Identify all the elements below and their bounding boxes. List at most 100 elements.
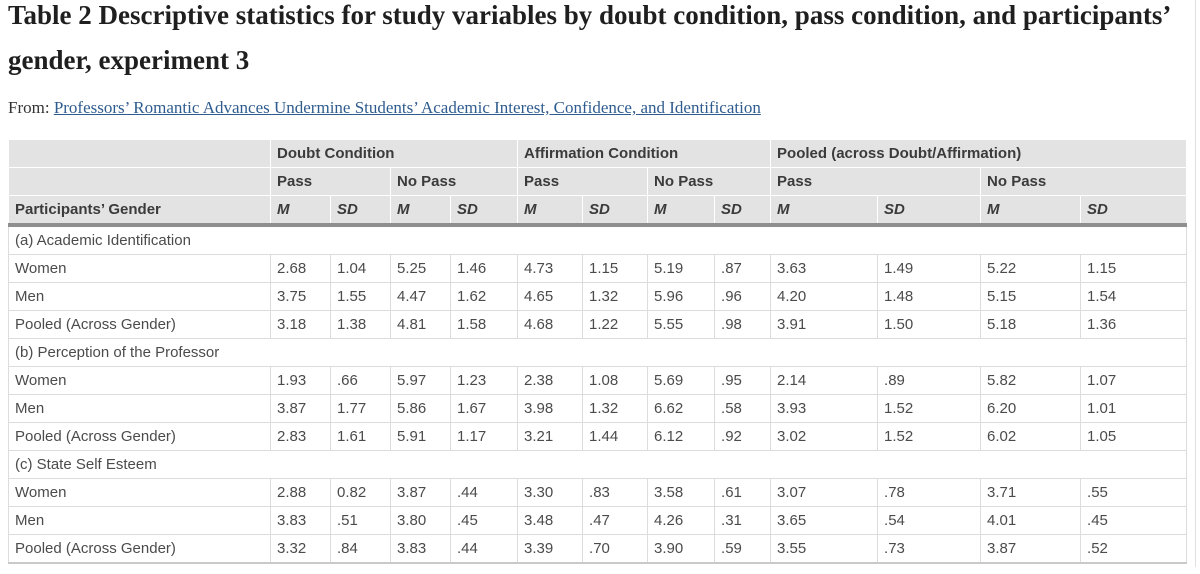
stat-cell: 3.98 bbox=[517, 394, 584, 423]
table-header: Doubt Condition Affirmation Condition Pool… bbox=[8, 139, 1188, 227]
stat-cell: 5.69 bbox=[647, 366, 716, 395]
section-header: (a) Academic Identification bbox=[7, 224, 1188, 255]
stat-cell: 1.36 bbox=[1080, 310, 1188, 339]
stat-cell: 3.91 bbox=[770, 310, 879, 339]
stat-cell: 3.21 bbox=[517, 422, 584, 451]
stat-label: SD bbox=[1080, 195, 1188, 227]
stat-cell: .78 bbox=[877, 478, 982, 507]
stat-cell: .58 bbox=[714, 394, 772, 423]
stat-label: SD bbox=[330, 195, 391, 227]
stat-cell: 3.75 bbox=[270, 282, 331, 311]
section-header: (b) Perception of the Professor bbox=[7, 338, 1188, 367]
stat-cell: .51 bbox=[330, 506, 391, 535]
table-row: Pooled (Across Gender) 3.32.84 3.83.44 3.39… bbox=[8, 534, 1188, 564]
stat-cell: 5.19 bbox=[647, 254, 716, 283]
stat-cell: 4.68 bbox=[517, 310, 584, 339]
stat-cell: 6.02 bbox=[980, 422, 1082, 451]
stat-cell: 1.49 bbox=[877, 254, 982, 283]
header-row-groups: Doubt Condition Affirmation Condition Pool… bbox=[8, 139, 1188, 168]
stat-cell: 5.96 bbox=[647, 282, 716, 311]
source-article-link[interactable]: Professors’ Romantic Advances Undermine … bbox=[53, 98, 761, 117]
stat-cell: .96 bbox=[714, 282, 772, 311]
stat-cell: 5.18 bbox=[980, 310, 1082, 339]
row-label: Pooled (Across Gender) bbox=[8, 534, 271, 564]
table-row: Men 3.83.51 3.80.45 3.48.47 4.26.31 3.65.54 4.… bbox=[8, 506, 1188, 535]
stat-cell: 3.87 bbox=[270, 394, 331, 423]
stat-cell: 3.65 bbox=[770, 506, 879, 535]
row-label: Women bbox=[8, 254, 271, 283]
stat-cell: 3.63 bbox=[770, 254, 879, 283]
stat-cell: .52 bbox=[1080, 534, 1188, 564]
stat-cell: 5.22 bbox=[980, 254, 1082, 283]
section-row: (b) Perception of the Professor bbox=[7, 338, 1188, 367]
page-right-border bbox=[1195, 0, 1196, 567]
stat-cell: 3.48 bbox=[517, 506, 584, 535]
section-row: (c) State Self Esteem bbox=[7, 450, 1188, 479]
stat-cell: .45 bbox=[1080, 506, 1188, 535]
table-row: Men 3.87 1.77 5.86 1.67 3.98 1.32 6.62.58 3.93 1.… bbox=[8, 394, 1188, 423]
stat-cell: 4.20 bbox=[770, 282, 879, 311]
table-body: (a) Academic Identification Women 2.68 1.04… bbox=[7, 224, 1188, 564]
stat-label: SD bbox=[449, 195, 519, 227]
stat-cell: 1.22 bbox=[582, 310, 649, 339]
stat-cell: .55 bbox=[1080, 478, 1188, 507]
stat-cell: 1.52 bbox=[877, 394, 982, 423]
stat-cell: .84 bbox=[330, 534, 391, 564]
stat-cell: .95 bbox=[714, 366, 772, 395]
stat-cell: 4.73 bbox=[517, 254, 584, 283]
stat-cell: 1.07 bbox=[1080, 366, 1188, 395]
stat-cell: .89 bbox=[877, 366, 982, 395]
pass-condition-header: No Pass bbox=[647, 167, 772, 196]
stat-cell: 3.90 bbox=[647, 534, 716, 564]
stat-label: M bbox=[390, 195, 451, 227]
stat-cell: 1.17 bbox=[449, 422, 519, 451]
pass-condition-header: Pass bbox=[770, 167, 982, 196]
stat-cell: 1.23 bbox=[449, 366, 519, 395]
row-label: Women bbox=[8, 478, 271, 507]
stat-cell: 2.83 bbox=[270, 422, 331, 451]
stat-cell: 2.38 bbox=[517, 366, 584, 395]
stat-cell: .83 bbox=[582, 478, 649, 507]
stat-cell: 3.71 bbox=[980, 478, 1082, 507]
table-row: Pooled (Across Gender) 3.18 1.38 4.81 1.58 4.… bbox=[8, 310, 1188, 339]
group-header: Doubt Condition bbox=[269, 139, 519, 168]
stat-cell: 1.58 bbox=[449, 310, 519, 339]
descriptive-stats-table: Doubt Condition Affirmation Condition Pool… bbox=[7, 139, 1188, 564]
row-label: Women bbox=[8, 366, 271, 395]
stat-label: M bbox=[770, 195, 879, 227]
row-header-label: Participants’ Gender bbox=[8, 195, 271, 227]
stat-cell: 1.38 bbox=[330, 310, 391, 339]
stat-cell: 1.04 bbox=[330, 254, 391, 283]
stat-cell: 1.50 bbox=[877, 310, 982, 339]
stat-cell: 3.30 bbox=[517, 478, 584, 507]
stat-cell: 3.87 bbox=[980, 534, 1082, 564]
pass-condition-header: Pass bbox=[517, 167, 649, 196]
stat-cell: 5.15 bbox=[980, 282, 1082, 311]
stat-cell: 5.82 bbox=[980, 366, 1082, 395]
header-row-stats: Participants’ Gender M SD M SD M SD M SD M SD M SD bbox=[8, 195, 1188, 227]
group-header: Pooled (across Doubt/Affirmation) bbox=[770, 139, 1188, 168]
stat-cell: 0.82 bbox=[330, 478, 391, 507]
stat-cell: 1.46 bbox=[449, 254, 519, 283]
group-header: Affirmation Condition bbox=[517, 139, 772, 168]
stat-cell: .44 bbox=[449, 534, 519, 564]
stat-cell: 4.81 bbox=[390, 310, 451, 339]
table-row: Men 3.75 1.55 4.47 1.62 4.65 1.32 5.96.96 4.20 1.… bbox=[8, 282, 1188, 311]
stat-cell: .47 bbox=[582, 506, 649, 535]
stat-cell: 1.77 bbox=[330, 394, 391, 423]
stat-cell: 5.25 bbox=[390, 254, 451, 283]
stat-cell: 1.93 bbox=[270, 366, 331, 395]
row-label: Men bbox=[8, 394, 271, 423]
stat-cell: 1.32 bbox=[582, 282, 649, 311]
table-row: Pooled (Across Gender) 2.83 1.61 5.91 1.17 3.… bbox=[8, 422, 1188, 451]
stat-cell: .98 bbox=[714, 310, 772, 339]
stat-cell: .70 bbox=[582, 534, 649, 564]
section-row: (a) Academic Identification bbox=[7, 224, 1188, 255]
stat-cell: 3.83 bbox=[390, 534, 451, 564]
stat-cell: 3.87 bbox=[390, 478, 451, 507]
stat-cell: .31 bbox=[714, 506, 772, 535]
stat-cell: 3.02 bbox=[770, 422, 879, 451]
stat-cell: .45 bbox=[449, 506, 519, 535]
stat-cell: .66 bbox=[330, 366, 391, 395]
source-line: From: Professors’ Romantic Advances Unde… bbox=[8, 98, 1192, 118]
